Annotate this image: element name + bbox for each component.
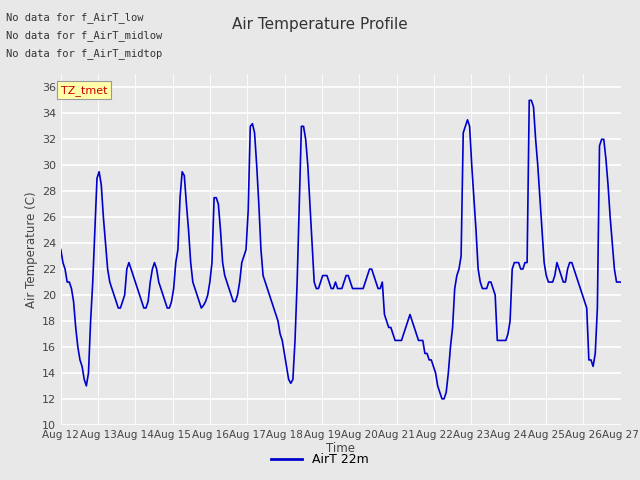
Text: Air Temperature Profile: Air Temperature Profile [232,17,408,32]
Text: TZ_tmet: TZ_tmet [61,85,108,96]
Y-axis label: Air Temperature (C): Air Temperature (C) [24,192,38,308]
X-axis label: Time: Time [326,443,355,456]
Legend: AirT 22m: AirT 22m [266,448,374,471]
Text: No data for f_AirT_midtop: No data for f_AirT_midtop [6,48,163,60]
Text: No data for f_AirT_low: No data for f_AirT_low [6,12,144,23]
Text: No data for f_AirT_midlow: No data for f_AirT_midlow [6,30,163,41]
